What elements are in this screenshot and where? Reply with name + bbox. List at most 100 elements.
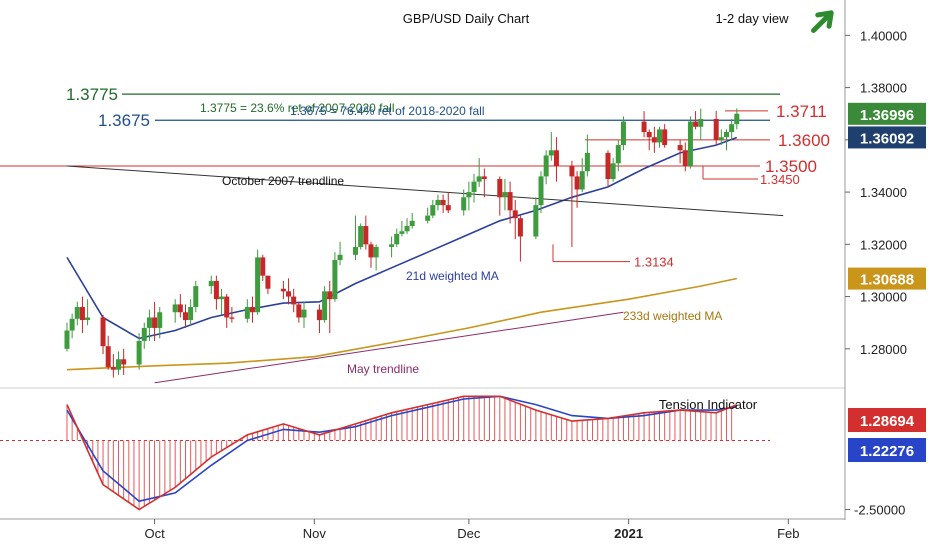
y-tick-label: 1.28000	[860, 342, 907, 357]
candle-body	[497, 179, 503, 198]
tension-indicator-title: Tension Indicator	[659, 397, 758, 412]
annotation-may-trendline: May trendline	[347, 362, 419, 376]
candle-body	[157, 312, 163, 328]
annotation-21d-ma: 21d weighted MA	[406, 269, 499, 283]
candle-body	[229, 317, 235, 319]
series-line-0	[66, 136, 738, 340]
series-line-2	[66, 165, 784, 217]
candle-body	[363, 226, 369, 245]
candle-body	[286, 291, 292, 297]
candle-body	[507, 192, 513, 211]
indicator-tag-bg	[848, 408, 926, 432]
candle-body	[579, 171, 585, 190]
level-label-1-3775: 1.3775	[66, 85, 118, 104]
level-label-1-3711: 1.3711	[776, 102, 827, 121]
candle-body	[74, 307, 80, 319]
candle-body	[734, 113, 740, 125]
candles-layer	[64, 108, 740, 378]
candle-body	[584, 152, 590, 172]
candle-body	[69, 318, 75, 331]
candle-body	[337, 254, 343, 260]
candle-body	[657, 129, 663, 143]
candle-body	[430, 205, 436, 216]
candle-body	[182, 312, 188, 321]
candle-body	[316, 309, 322, 321]
candle-body	[646, 132, 652, 138]
candle-body	[291, 296, 297, 305]
indicator-signal-line	[66, 395, 737, 503]
candle-body	[219, 296, 225, 300]
indicator-tag-label: 1.28694	[860, 413, 915, 430]
y-tick-label: 1.40000	[860, 28, 907, 43]
candle-body	[543, 155, 549, 177]
candle-body	[687, 121, 693, 166]
candle-body	[404, 226, 410, 232]
candle-body	[136, 340, 142, 365]
y-tick-label: 1.38000	[860, 81, 907, 96]
candle-body	[64, 330, 70, 349]
indicator-layer	[0, 395, 770, 511]
candle-body	[729, 124, 735, 132]
candle-body	[177, 304, 183, 313]
candle-body	[409, 220, 415, 227]
candle-body	[260, 257, 266, 276]
candle-body	[471, 181, 477, 193]
candle-body	[389, 244, 395, 247]
x-tick-label: 2021	[614, 526, 643, 541]
x-tick-label: Dec	[457, 526, 481, 541]
candle-body	[538, 176, 544, 206]
candle-body	[249, 307, 255, 313]
series-line-1	[66, 277, 737, 371]
axis-layer: 1.400001.380001.360001.340001.320001.300…	[144, 28, 926, 541]
price-tag-bg	[848, 126, 926, 149]
level-label-1-3134: 1.3134	[634, 255, 674, 270]
price-tag-label: 1.30688	[860, 272, 914, 289]
candle-body	[368, 244, 374, 258]
candle-body	[641, 121, 647, 132]
candle-body	[105, 346, 111, 368]
candle-body	[476, 176, 482, 182]
candle-body	[301, 309, 307, 318]
level-label-1-3600: 1.3600	[778, 131, 830, 150]
chart-title: GBP/USD Daily Chart	[403, 11, 530, 26]
candle-body	[548, 150, 554, 156]
candle-body	[296, 304, 302, 318]
candle-body	[435, 199, 441, 206]
annotation-trendline-2007: October 2007 trendline	[222, 174, 344, 188]
candle-body	[172, 304, 178, 313]
candle-body	[244, 307, 250, 319]
candle-body	[208, 280, 214, 287]
price-tag-label: 1.36996	[860, 107, 914, 124]
candle-body	[213, 280, 219, 300]
candle-body	[677, 145, 683, 151]
candle-body	[512, 210, 518, 219]
candle-body	[425, 215, 431, 221]
level-note-1-3675: 1.3675 = 76.4% ret of 2018-2020 fall	[290, 104, 484, 118]
candle-body	[265, 275, 271, 289]
candle-body	[605, 152, 611, 180]
candle-body	[615, 145, 621, 164]
candle-body	[461, 197, 467, 211]
y-tick-label: 1.32000	[860, 237, 907, 252]
candle-body	[373, 246, 379, 258]
candle-body	[533, 205, 539, 237]
candle-body	[713, 118, 719, 140]
candle-body	[574, 176, 580, 190]
candle-body	[394, 233, 400, 245]
candle-body	[188, 307, 194, 321]
y-tick-label: 1.34000	[860, 185, 907, 200]
candle-body	[100, 317, 106, 347]
candle-body	[110, 367, 116, 370]
candle-body	[358, 226, 364, 247]
candle-body	[620, 121, 626, 146]
candle-body	[693, 121, 699, 127]
price-tag-label: 1.36092	[860, 130, 914, 147]
series-line-3	[154, 311, 624, 384]
candle-body	[445, 205, 451, 211]
candle-body	[698, 118, 704, 127]
candle-body	[353, 246, 359, 255]
candle-body	[569, 165, 575, 177]
y-tick-label: 1.30000	[860, 290, 907, 305]
